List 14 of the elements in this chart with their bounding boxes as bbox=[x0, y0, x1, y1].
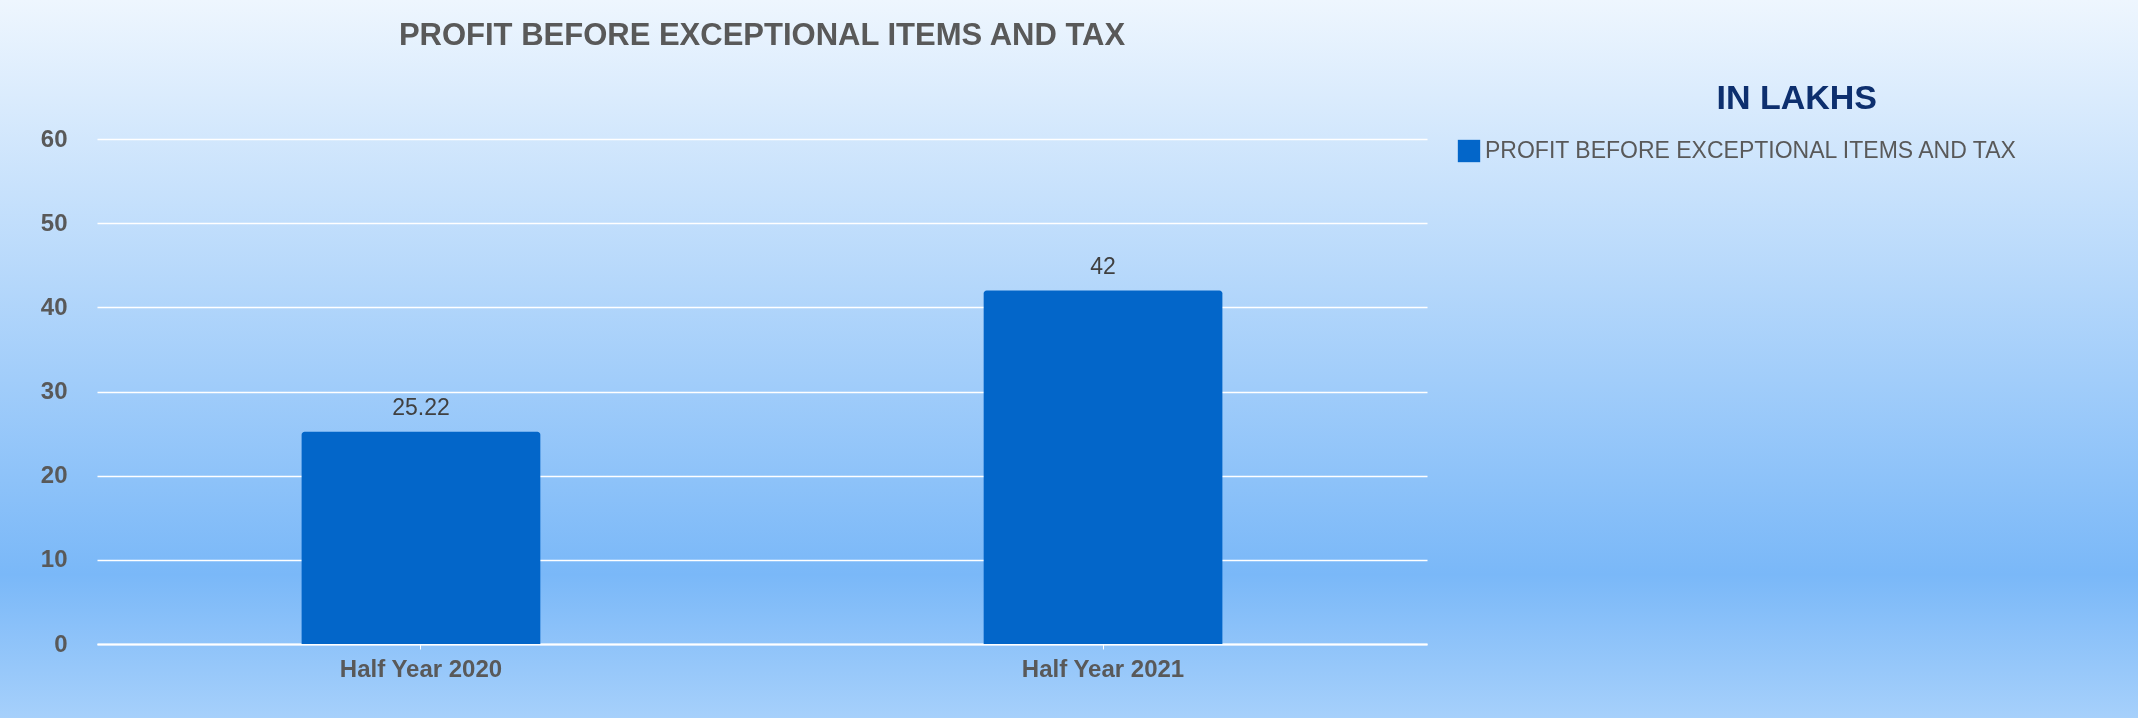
chart-title: PROFIT BEFORE EXCEPTIONAL ITEMS AND TAX bbox=[398, 17, 1126, 52]
data-label: 25.22 bbox=[392, 393, 450, 420]
legend-label: PROFIT BEFORE EXCEPTIONAL ITEMS AND TAX bbox=[1485, 137, 2016, 163]
y-tick-label: 50 bbox=[40, 208, 68, 236]
text: IN LAKHS bbox=[1716, 78, 1877, 116]
x-tick-label: Half Year 2020 bbox=[339, 654, 503, 682]
y-tick-label: 60 bbox=[40, 124, 68, 152]
y-tick-label: 20 bbox=[40, 461, 68, 489]
y-tick-label: 30 bbox=[40, 377, 68, 404]
y-tick-label: 0 bbox=[54, 629, 68, 657]
data-label: 42 bbox=[1090, 252, 1116, 279]
x-tick-label: Half Year 2021 bbox=[1021, 654, 1185, 682]
y-tick-label: 40 bbox=[40, 292, 68, 320]
y-tick-label: 10 bbox=[40, 545, 68, 573]
